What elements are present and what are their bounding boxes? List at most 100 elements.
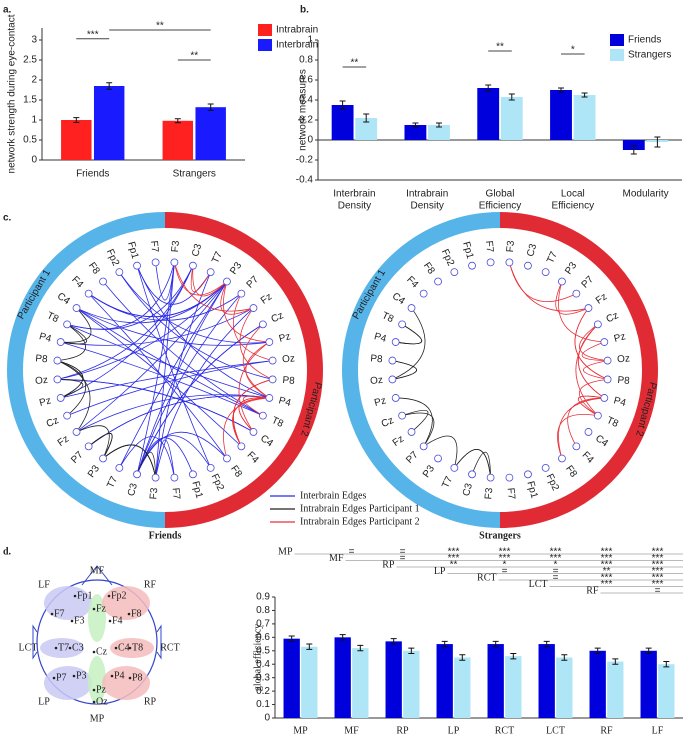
edge	[60, 265, 194, 399]
x-tick-label: RF	[600, 725, 613, 736]
edge	[579, 324, 608, 361]
bar	[195, 107, 226, 160]
legend-label: Strangers	[628, 50, 671, 61]
electrode-label: Fz	[96, 603, 107, 614]
edge	[76, 281, 228, 433]
electrode-node	[398, 411, 407, 420]
x-tick-label: Local	[561, 189, 585, 200]
edge	[136, 324, 264, 475]
y-tick-label: 0.5	[23, 135, 37, 146]
significance-label: **	[351, 58, 359, 69]
y-tick-label: 2.5	[23, 55, 37, 66]
y-tick-label: 1.5	[23, 95, 37, 106]
x-tick-label: Global	[486, 189, 515, 200]
electrode-node	[237, 289, 246, 298]
edge	[238, 397, 270, 433]
comparison-mark: ***	[652, 560, 664, 571]
comparison-row-label: LP	[434, 566, 446, 577]
electrode-label: Fz	[259, 291, 274, 306]
bar	[162, 120, 194, 160]
bar	[640, 650, 657, 718]
electrode-label: F3	[505, 240, 517, 253]
electrode-label: P8	[282, 375, 296, 387]
panel-label: c.	[3, 213, 12, 224]
legend-swatch	[258, 24, 272, 36]
electrode-label: P8	[617, 375, 631, 387]
edge	[60, 307, 92, 343]
electrode-node	[268, 375, 277, 384]
edge	[395, 397, 433, 447]
electrode-label: C3	[190, 242, 204, 258]
electrode-node	[419, 289, 428, 298]
error-bar	[558, 87, 565, 93]
x-tick-label: Friends	[76, 169, 109, 180]
y-tick-label: 0.6	[299, 75, 313, 86]
electrode-node	[558, 454, 566, 463]
electrode-node	[133, 261, 141, 270]
electrode-node	[63, 320, 72, 329]
x-tick-label: Density	[411, 201, 444, 212]
edge	[238, 341, 270, 433]
bar	[93, 86, 125, 160]
edge	[119, 436, 175, 478]
electrode-label: Fp1	[524, 480, 539, 500]
electrode-label: Fp1	[125, 241, 140, 261]
legend-label: Friends	[628, 35, 661, 46]
edge	[136, 262, 175, 475]
edge	[88, 433, 113, 459]
edge	[242, 324, 270, 399]
electrode-node	[170, 473, 179, 482]
legend-swatch	[610, 49, 624, 61]
edge	[57, 360, 86, 416]
electrode-node	[258, 411, 267, 420]
electrode-label: Pz	[278, 331, 292, 345]
error-bar	[510, 652, 517, 660]
edge	[242, 395, 270, 416]
y-tick-label: 0.7	[256, 619, 270, 630]
error-bar	[645, 647, 652, 654]
comparison-mark: ***	[601, 547, 613, 558]
edge	[57, 360, 91, 433]
panel-label: b.	[300, 5, 309, 16]
bar	[355, 118, 378, 140]
bar	[589, 650, 606, 718]
electrode-label: Pz	[38, 395, 52, 409]
bar	[487, 644, 504, 718]
edge	[454, 449, 491, 478]
edge	[155, 439, 175, 478]
electrode-node	[505, 258, 514, 267]
edge	[190, 265, 211, 293]
edge	[60, 360, 273, 399]
region	[40, 638, 84, 658]
edge	[136, 265, 212, 469]
electrode-label: F4	[112, 615, 123, 626]
y-tick-label: 0	[31, 155, 37, 166]
edge	[392, 360, 417, 380]
error-bar	[594, 647, 601, 654]
x-tick-label: RCT	[495, 725, 514, 736]
electrode-node	[407, 304, 416, 312]
edge	[577, 395, 605, 416]
comparison-mark: ***	[652, 566, 664, 577]
electrode-node	[468, 261, 476, 270]
error-bar	[561, 654, 568, 661]
bar	[658, 664, 675, 718]
comparison-mark: ***	[550, 553, 562, 564]
electrode-node	[72, 428, 81, 436]
electrode-node	[388, 375, 397, 384]
electrode-dot	[92, 650, 96, 654]
electrode-node	[524, 470, 532, 479]
y-tick-label: 0	[264, 713, 270, 724]
x-tick-label: LCT	[546, 725, 565, 736]
electrode-node	[486, 473, 495, 482]
electrode-node	[450, 463, 459, 472]
bar	[573, 95, 596, 140]
comparison-mark: =	[553, 573, 559, 584]
bar	[352, 648, 369, 718]
comparison-row-label: MP	[278, 546, 293, 557]
electrode-label: Oz	[35, 375, 49, 387]
edge	[57, 324, 86, 361]
edge	[558, 281, 605, 343]
edge	[192, 265, 228, 297]
electrode-node	[189, 261, 197, 270]
